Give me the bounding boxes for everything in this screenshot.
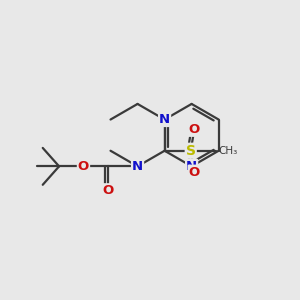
Text: O: O: [189, 123, 200, 136]
Text: N: N: [186, 160, 197, 173]
Text: S: S: [186, 144, 196, 158]
Text: O: O: [78, 160, 89, 173]
Text: N: N: [159, 113, 170, 126]
Text: CH₃: CH₃: [218, 146, 238, 156]
Text: N: N: [132, 160, 143, 173]
Text: O: O: [102, 184, 113, 197]
Text: O: O: [189, 166, 200, 178]
